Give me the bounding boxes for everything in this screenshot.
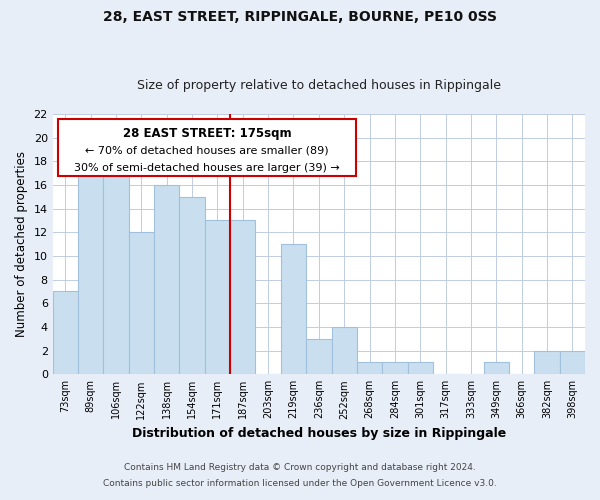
Text: 28 EAST STREET: 175sqm: 28 EAST STREET: 175sqm <box>123 127 292 140</box>
FancyBboxPatch shape <box>58 119 356 176</box>
Bar <box>306 339 332 374</box>
Bar <box>484 362 509 374</box>
Bar <box>78 173 103 374</box>
Bar <box>53 292 78 374</box>
Y-axis label: Number of detached properties: Number of detached properties <box>15 151 28 337</box>
Text: 28, EAST STREET, RIPPINGALE, BOURNE, PE10 0SS: 28, EAST STREET, RIPPINGALE, BOURNE, PE1… <box>103 10 497 24</box>
Title: Size of property relative to detached houses in Rippingale: Size of property relative to detached ho… <box>137 79 501 92</box>
Bar <box>332 327 357 374</box>
X-axis label: Distribution of detached houses by size in Rippingale: Distribution of detached houses by size … <box>132 427 506 440</box>
Bar <box>382 362 407 374</box>
Bar <box>535 350 560 374</box>
Text: Contains public sector information licensed under the Open Government Licence v3: Contains public sector information licen… <box>103 478 497 488</box>
Bar <box>154 185 179 374</box>
Bar <box>179 197 205 374</box>
Bar <box>407 362 433 374</box>
Text: Contains HM Land Registry data © Crown copyright and database right 2024.: Contains HM Land Registry data © Crown c… <box>124 464 476 472</box>
Bar <box>281 244 306 374</box>
Bar <box>560 350 585 374</box>
Bar <box>230 220 256 374</box>
Bar <box>357 362 382 374</box>
Bar <box>103 162 129 374</box>
Text: ← 70% of detached houses are smaller (89): ← 70% of detached houses are smaller (89… <box>85 145 329 155</box>
Text: 30% of semi-detached houses are larger (39) →: 30% of semi-detached houses are larger (… <box>74 164 340 173</box>
Bar <box>205 220 230 374</box>
Bar <box>129 232 154 374</box>
